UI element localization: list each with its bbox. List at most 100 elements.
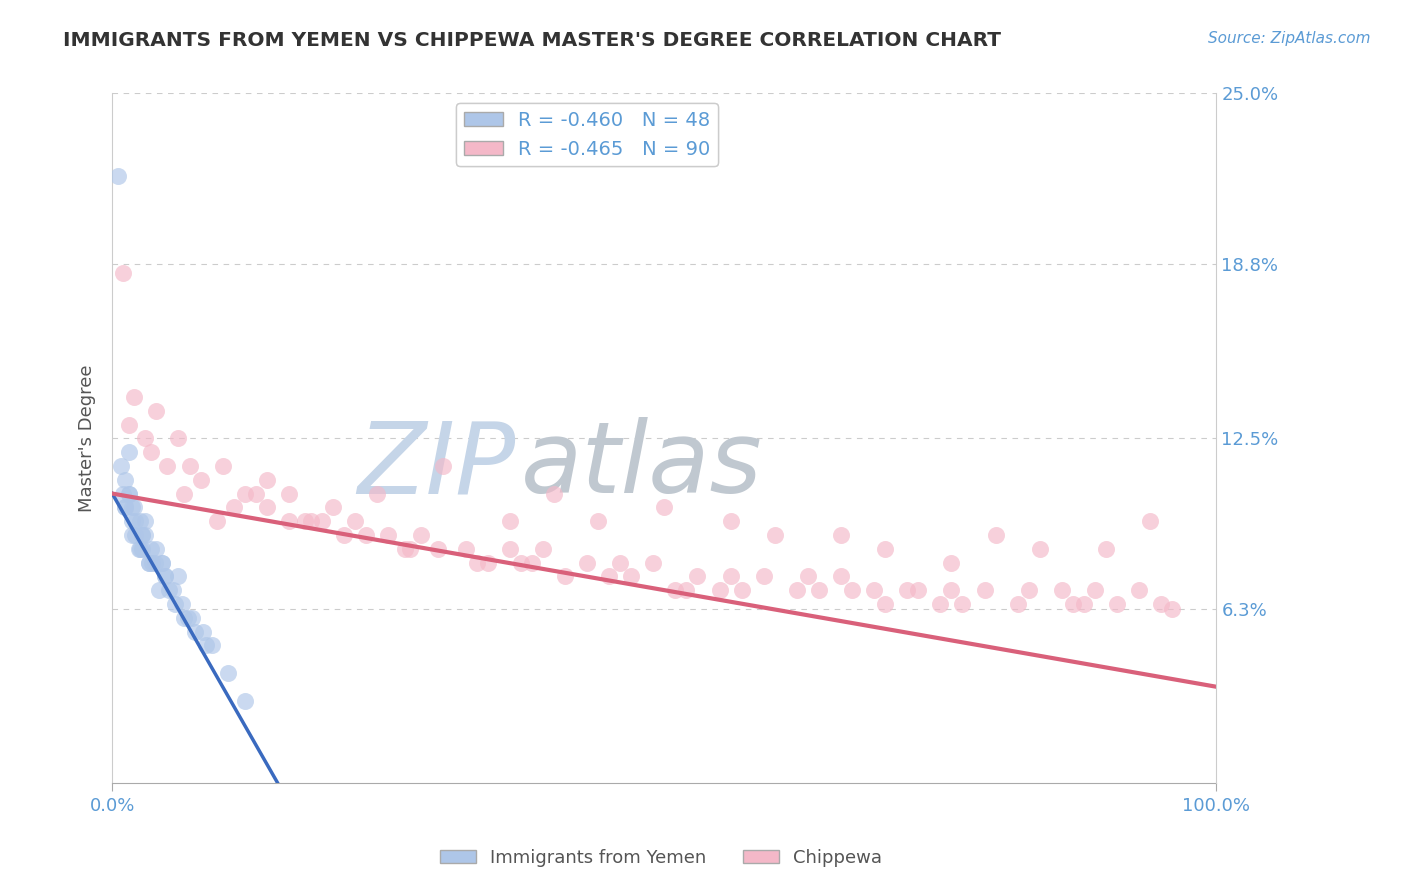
Point bbox=[190, 473, 212, 487]
Point bbox=[128, 541, 150, 556]
Point bbox=[173, 611, 195, 625]
Point bbox=[952, 597, 974, 611]
Point bbox=[720, 514, 742, 528]
Legend: Immigrants from Yemen, Chippewa: Immigrants from Yemen, Chippewa bbox=[433, 842, 889, 874]
Point bbox=[465, 556, 488, 570]
Point bbox=[167, 569, 190, 583]
Point bbox=[520, 556, 543, 570]
Point bbox=[1073, 597, 1095, 611]
Point bbox=[941, 556, 963, 570]
Point bbox=[112, 266, 135, 280]
Point bbox=[114, 500, 136, 515]
Point bbox=[211, 458, 233, 473]
Point bbox=[256, 500, 278, 515]
Point bbox=[1128, 583, 1150, 598]
Point bbox=[620, 569, 643, 583]
Point bbox=[155, 569, 177, 583]
Point bbox=[277, 514, 299, 528]
Point bbox=[598, 569, 620, 583]
Point bbox=[139, 541, 162, 556]
Point bbox=[173, 486, 195, 500]
Point bbox=[941, 583, 963, 598]
Point bbox=[128, 541, 150, 556]
Text: ZIP: ZIP bbox=[357, 417, 515, 515]
Point bbox=[554, 569, 576, 583]
Point bbox=[1095, 541, 1118, 556]
Point bbox=[118, 417, 141, 432]
Point bbox=[124, 500, 146, 515]
Point bbox=[830, 528, 852, 542]
Point bbox=[709, 583, 731, 598]
Point bbox=[124, 390, 146, 404]
Point bbox=[184, 624, 207, 639]
Point bbox=[131, 528, 153, 542]
Point bbox=[830, 569, 852, 583]
Point bbox=[973, 583, 995, 598]
Point bbox=[195, 639, 218, 653]
Point bbox=[145, 541, 167, 556]
Point bbox=[427, 541, 450, 556]
Point bbox=[217, 665, 239, 680]
Point bbox=[170, 597, 193, 611]
Point bbox=[245, 486, 267, 500]
Point bbox=[377, 528, 399, 542]
Point bbox=[686, 569, 709, 583]
Point bbox=[1139, 514, 1161, 528]
Point bbox=[1150, 597, 1173, 611]
Point bbox=[143, 556, 166, 570]
Point bbox=[134, 528, 156, 542]
Point bbox=[354, 528, 377, 542]
Point bbox=[167, 431, 190, 445]
Point bbox=[1105, 597, 1128, 611]
Point bbox=[907, 583, 929, 598]
Point bbox=[112, 486, 135, 500]
Point bbox=[150, 556, 173, 570]
Point bbox=[118, 486, 141, 500]
Point bbox=[752, 569, 775, 583]
Legend: R = -0.460   N = 48, R = -0.465   N = 90: R = -0.460 N = 48, R = -0.465 N = 90 bbox=[456, 103, 718, 167]
Point bbox=[333, 528, 356, 542]
Point bbox=[543, 486, 565, 500]
Point bbox=[121, 528, 143, 542]
Point bbox=[366, 486, 388, 500]
Point bbox=[1161, 602, 1184, 616]
Point bbox=[121, 500, 143, 515]
Point bbox=[720, 569, 742, 583]
Point bbox=[128, 514, 150, 528]
Point bbox=[786, 583, 808, 598]
Point bbox=[233, 486, 256, 500]
Point bbox=[141, 556, 163, 570]
Point bbox=[586, 514, 609, 528]
Point bbox=[155, 569, 177, 583]
Point bbox=[394, 541, 416, 556]
Point bbox=[432, 458, 454, 473]
Point bbox=[675, 583, 697, 598]
Point bbox=[454, 541, 477, 556]
Point bbox=[1018, 583, 1040, 598]
Point bbox=[863, 583, 886, 598]
Point bbox=[107, 169, 129, 183]
Point bbox=[499, 541, 522, 556]
Point bbox=[138, 556, 160, 570]
Point bbox=[509, 556, 531, 570]
Point bbox=[118, 445, 141, 459]
Point bbox=[531, 541, 554, 556]
Point bbox=[1050, 583, 1073, 598]
Point bbox=[929, 597, 952, 611]
Point bbox=[807, 583, 830, 598]
Point bbox=[222, 500, 245, 515]
Point bbox=[139, 445, 162, 459]
Point bbox=[131, 541, 153, 556]
Point bbox=[399, 541, 422, 556]
Point bbox=[322, 500, 344, 515]
Point bbox=[138, 556, 160, 570]
Point bbox=[730, 583, 752, 598]
Point bbox=[896, 583, 918, 598]
Point bbox=[1084, 583, 1107, 598]
Point bbox=[643, 556, 665, 570]
Text: Source: ZipAtlas.com: Source: ZipAtlas.com bbox=[1208, 31, 1371, 46]
Point bbox=[411, 528, 433, 542]
Point bbox=[1062, 597, 1084, 611]
Point bbox=[294, 514, 316, 528]
Text: atlas: atlas bbox=[520, 417, 762, 515]
